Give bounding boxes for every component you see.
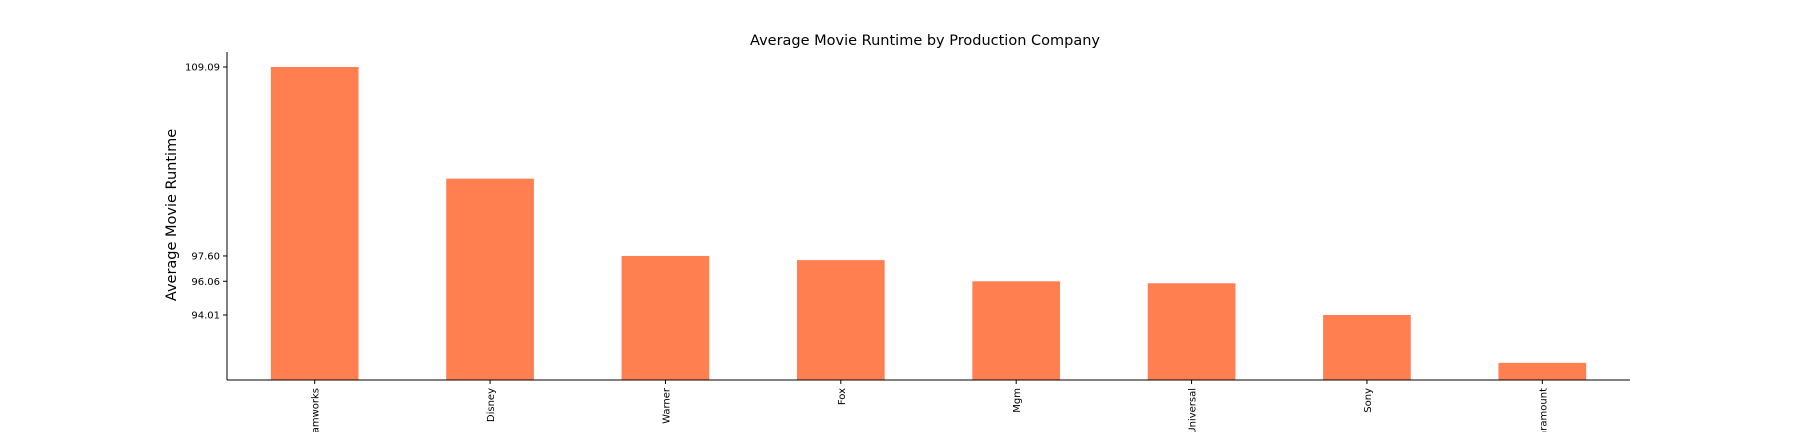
bar-paramount [1498,362,1587,380]
x-tick-label: Sony [1363,388,1374,413]
x-tick-label: Mgm [1012,388,1023,413]
x-tick-label: Fox [837,388,848,405]
bar-mgm [972,281,1061,380]
x-tick-label: Universal [1188,388,1199,432]
bar-disney [446,178,534,380]
x-tick-label: amworks [311,388,322,432]
x-tick-label: Warner [661,387,672,424]
bar-dreamworks [270,67,359,380]
bars-group [270,67,1587,380]
x-tick-label: Disney [486,388,497,422]
y-tick-label: 109.09 [185,63,220,74]
y-axis-label: Average Movie Runtime [164,129,180,301]
y-ticks-group: 94.01 96.06 97.60 109.09 [185,63,227,322]
y-tick-label: 97.60 [191,251,220,262]
y-tick-label: 96.06 [191,277,220,288]
bar-sony [1323,315,1411,380]
y-tick-label: 94.01 [191,311,220,322]
bar-universal [1147,283,1236,380]
bar-warner [621,255,710,380]
bar-fox [796,260,885,380]
chart-title: Average Movie Runtime by Production Comp… [750,33,1100,49]
x-ticks-group: amworks Disney Warner Fox Mgm Universal Sony ar… [311,380,1549,432]
x-tick-label: aramount [1538,388,1549,432]
